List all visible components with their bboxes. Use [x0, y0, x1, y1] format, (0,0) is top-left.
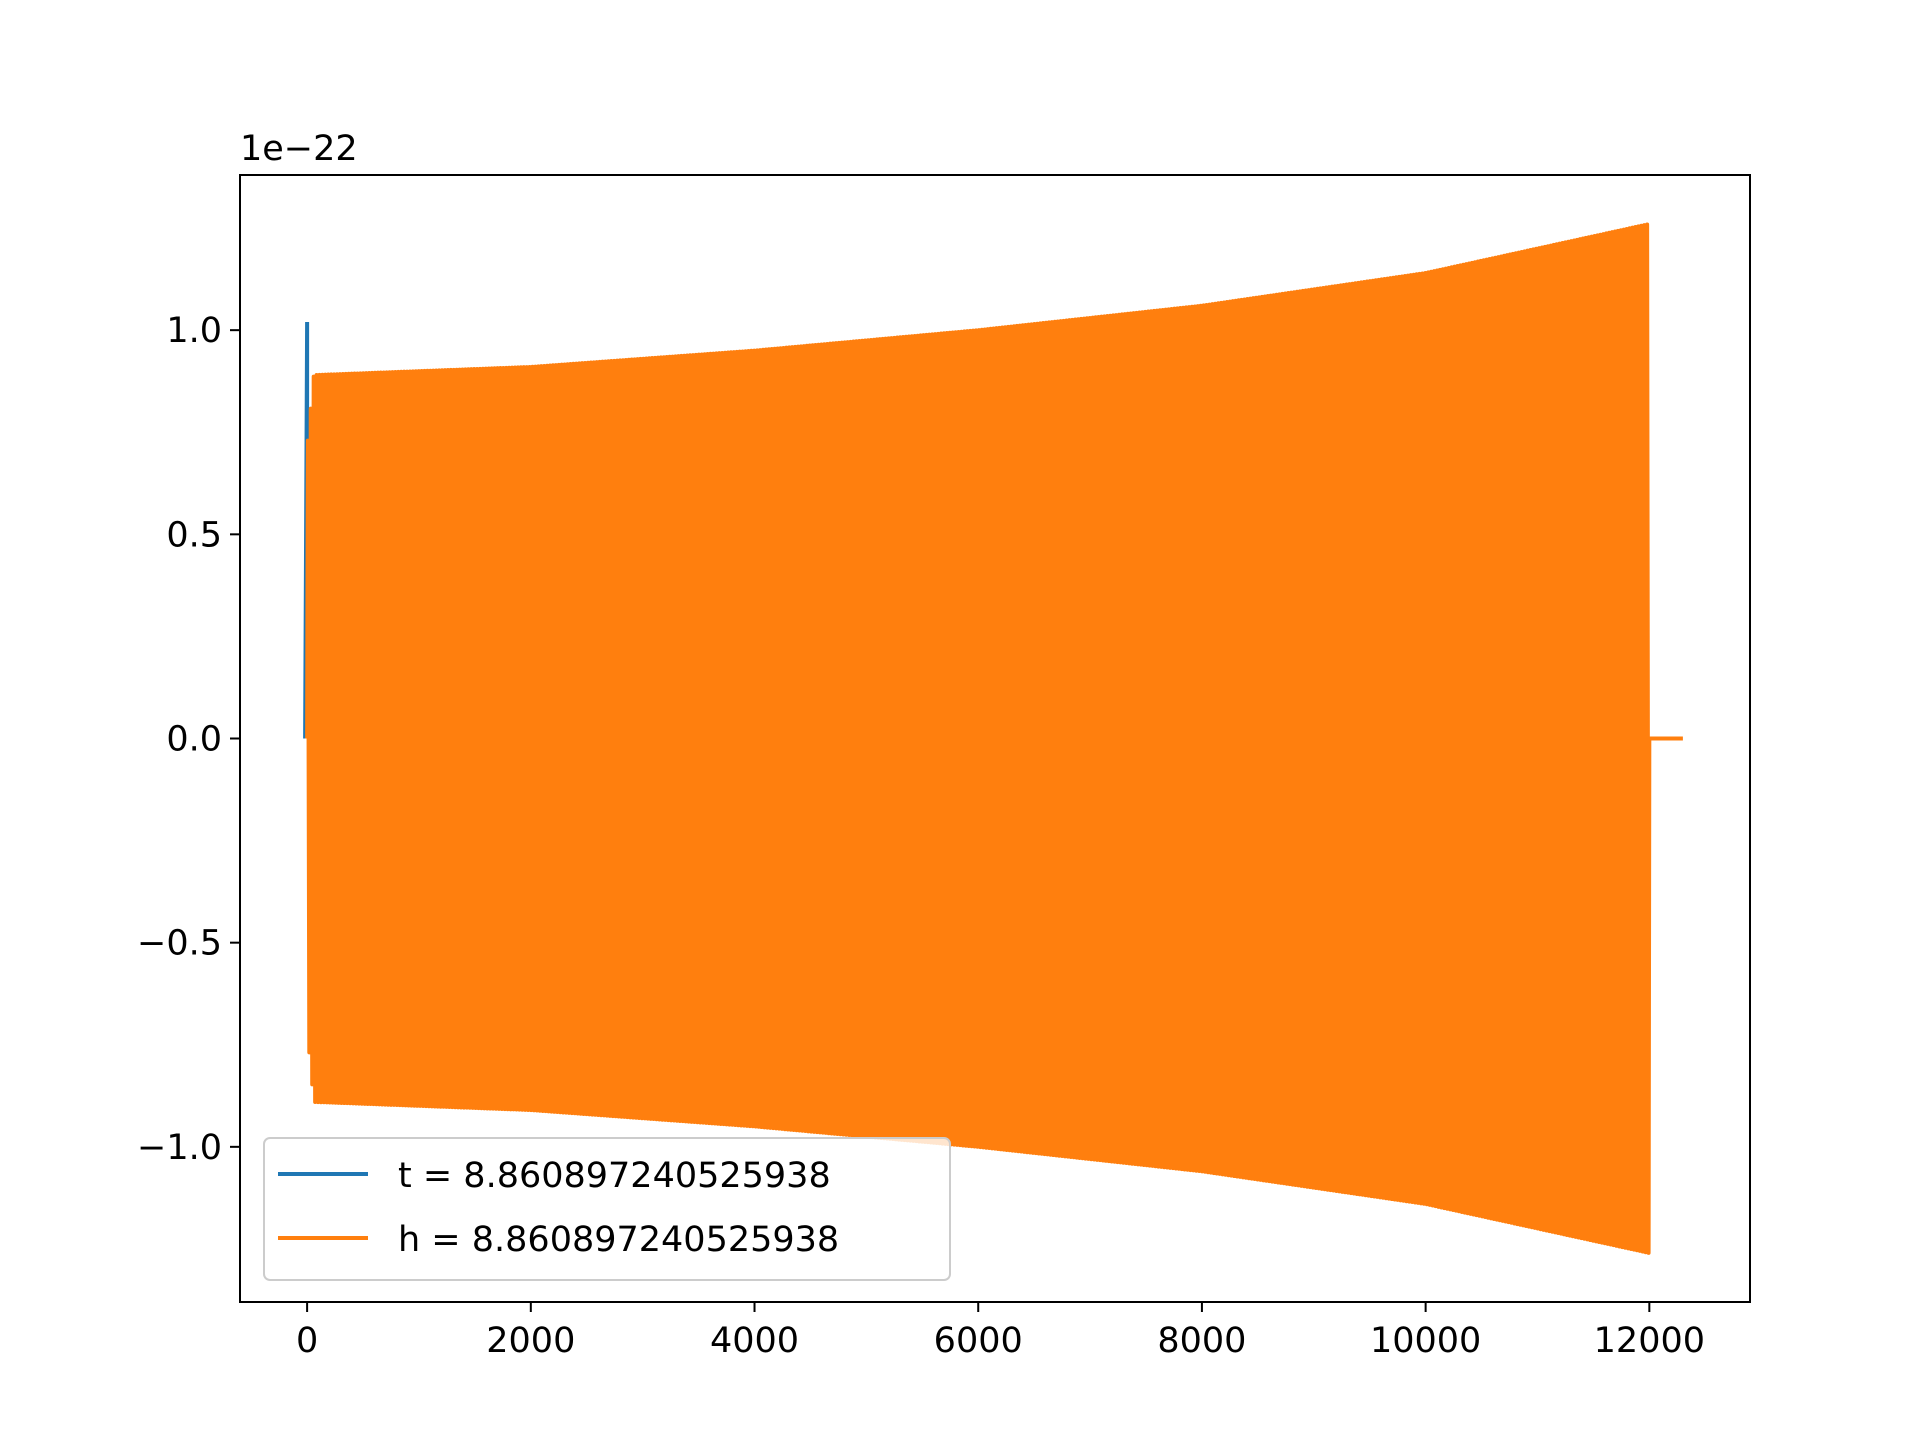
x-tick-label: 8000 [1157, 1321, 1246, 1361]
y-tick-label: 0.0 [166, 720, 222, 760]
legend-label-h: h = 8.860897240525938 [398, 1220, 839, 1260]
x-axis: 0 2000 4000 6000 8000 10000 12000 [296, 1302, 1705, 1361]
x-tick-label: 2000 [486, 1321, 575, 1361]
x-tick-label: 12000 [1594, 1321, 1705, 1361]
y-tick-label: 1.0 [166, 311, 222, 351]
y-offset-label: 1e−22 [240, 129, 358, 169]
legend-label-t: t = 8.860897240525938 [398, 1156, 831, 1196]
x-tick-label: 4000 [710, 1321, 799, 1361]
y-tick-label: −0.5 [137, 924, 222, 964]
plot-area [303, 222, 1683, 1255]
y-tick-label: 0.5 [166, 515, 222, 555]
legend: t = 8.860897240525938 h = 8.860897240525… [263, 1137, 951, 1281]
series-line-h [305, 222, 1683, 1255]
x-tick-label: 6000 [934, 1321, 1023, 1361]
x-tick-label: 10000 [1370, 1321, 1481, 1361]
legend-box [263, 1137, 951, 1281]
y-tick-label: −1.0 [137, 1128, 222, 1168]
y-axis: 1.0 0.5 0.0 −0.5 −1.0 [137, 311, 240, 1168]
x-tick-label: 0 [296, 1321, 318, 1361]
